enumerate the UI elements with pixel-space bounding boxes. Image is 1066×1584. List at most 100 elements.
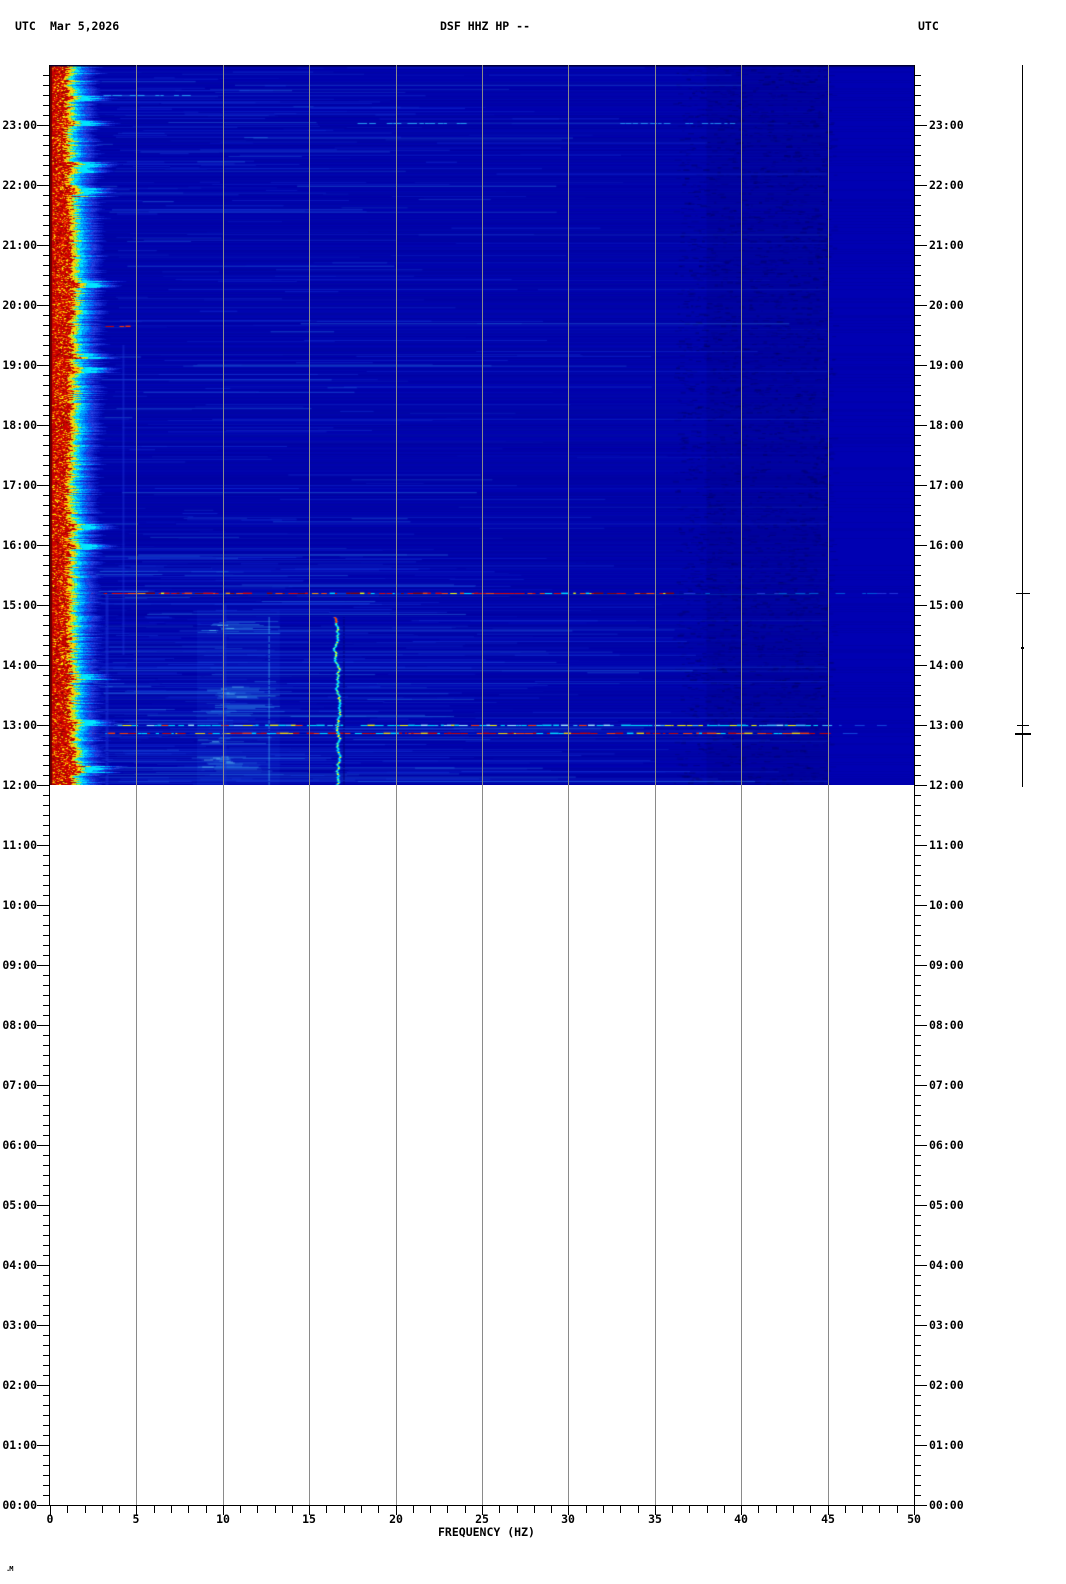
- y-axis-minor-tick-right: [914, 575, 921, 576]
- y-axis-minor-tick-right: [914, 85, 921, 86]
- y-axis-minor-tick-left: [43, 135, 50, 136]
- y-axis-minor-tick-right: [914, 215, 921, 216]
- y-axis-hour-label-right: 22:00: [929, 178, 964, 192]
- y-axis-minor-tick-left: [43, 115, 50, 116]
- y-axis-major-tick-right: [914, 425, 927, 426]
- y-axis-minor-tick-right: [914, 455, 921, 456]
- y-axis-minor-tick-left: [43, 775, 50, 776]
- y-axis-minor-tick-right: [914, 615, 921, 616]
- y-axis-major-tick-right: [914, 1145, 927, 1146]
- gridline-10hz: [223, 65, 224, 1505]
- y-axis-minor-tick-left: [43, 1405, 50, 1406]
- y-axis-major-tick-left: [37, 305, 50, 306]
- x-axis-tick-label: 10: [216, 1512, 230, 1526]
- y-axis-minor-tick-right: [914, 475, 921, 476]
- y-axis-hour-label-left: 14:00: [2, 658, 37, 672]
- y-axis-minor-tick-right: [914, 1215, 921, 1216]
- x-axis-minor-tick: [758, 1506, 759, 1513]
- x-axis-minor-tick: [897, 1506, 898, 1513]
- y-axis-major-tick-right: [914, 1205, 927, 1206]
- y-axis-minor-tick-left: [43, 475, 50, 476]
- y-axis-major-tick-left: [37, 1085, 50, 1086]
- y-axis-minor-tick-right: [914, 995, 921, 996]
- y-axis-hour-label-right: 10:00: [929, 898, 964, 912]
- y-axis-hour-label-left: 22:00: [2, 178, 37, 192]
- y-axis-major-tick-right: [914, 605, 927, 606]
- y-axis-major-tick-right: [914, 1025, 927, 1026]
- y-axis-minor-tick-right: [914, 975, 921, 976]
- y-axis-minor-tick-left: [43, 385, 50, 386]
- y-axis-minor-tick-left: [43, 1035, 50, 1036]
- y-axis-minor-tick-left: [43, 825, 50, 826]
- y-axis-hour-label-right: 06:00: [929, 1138, 964, 1152]
- x-axis-minor-tick: [499, 1506, 500, 1513]
- event-marker-tick: [1017, 725, 1029, 726]
- gridline-25hz: [482, 65, 483, 1505]
- y-axis-minor-tick-right: [914, 1235, 921, 1236]
- x-axis-minor-tick: [447, 1506, 448, 1513]
- y-axis-minor-tick-right: [914, 1045, 921, 1046]
- y-axis-minor-tick-right: [914, 1295, 921, 1296]
- y-axis-minor-tick-left: [43, 335, 50, 336]
- y-axis-minor-tick-left: [43, 715, 50, 716]
- y-axis-hour-label-right: 01:00: [929, 1438, 964, 1452]
- y-axis-minor-tick-left: [43, 1175, 50, 1176]
- event-marker-tick: [1016, 593, 1030, 594]
- x-axis-major-tick: [568, 1506, 569, 1515]
- x-axis-major-tick: [136, 1506, 137, 1515]
- y-axis-minor-tick-right: [914, 255, 921, 256]
- y-axis-minor-tick-left: [43, 915, 50, 916]
- y-axis-hour-label-left: 13:00: [2, 718, 37, 732]
- y-axis-minor-tick-left: [43, 515, 50, 516]
- event-marker-dot: [1021, 647, 1024, 649]
- x-axis-minor-tick: [776, 1506, 777, 1513]
- y-axis-minor-tick-right: [914, 145, 921, 146]
- y-axis-minor-tick-right: [914, 105, 921, 106]
- y-axis-minor-tick-left: [43, 505, 50, 506]
- y-axis-major-tick-right: [914, 1085, 927, 1086]
- y-axis-minor-tick-right: [914, 495, 921, 496]
- y-axis-minor-tick-right: [914, 875, 921, 876]
- y-axis-minor-tick-left: [43, 835, 50, 836]
- x-axis-minor-tick: [85, 1506, 86, 1513]
- y-axis-major-tick-left: [37, 905, 50, 906]
- x-axis-major-tick: [914, 1506, 915, 1515]
- y-axis-major-tick-right: [914, 965, 927, 966]
- y-axis-hour-label-right: 18:00: [929, 418, 964, 432]
- y-axis-minor-tick-right: [914, 865, 921, 866]
- y-axis-minor-tick-right: [914, 115, 921, 116]
- y-axis-minor-tick-right: [914, 1375, 921, 1376]
- y-axis-hour-label-left: 05:00: [2, 1198, 37, 1212]
- y-axis-major-tick-right: [914, 1385, 927, 1386]
- y-axis-minor-tick-right: [914, 755, 921, 756]
- x-axis-line: [49, 1505, 915, 1506]
- y-axis-minor-tick-left: [43, 1415, 50, 1416]
- x-axis-minor-tick: [257, 1506, 258, 1513]
- y-axis-minor-tick-left: [43, 1235, 50, 1236]
- x-axis-minor-tick: [154, 1506, 155, 1513]
- y-axis-minor-tick-left: [43, 155, 50, 156]
- x-axis-minor-tick: [206, 1506, 207, 1513]
- y-axis-minor-tick-left: [43, 875, 50, 876]
- y-axis-minor-tick-left: [43, 635, 50, 636]
- x-axis-minor-tick: [586, 1506, 587, 1513]
- x-axis-major-tick: [655, 1506, 656, 1515]
- y-axis-minor-tick-right: [914, 1035, 921, 1036]
- y-axis-minor-tick-left: [43, 745, 50, 746]
- y-axis-minor-tick-right: [914, 1355, 921, 1356]
- x-axis-minor-tick: [672, 1506, 673, 1513]
- y-axis-minor-tick-left: [43, 375, 50, 376]
- y-axis-minor-tick-right: [914, 235, 921, 236]
- x-axis-minor-tick: [534, 1506, 535, 1513]
- y-axis-minor-tick-left: [43, 1355, 50, 1356]
- y-axis-minor-tick-left: [43, 1075, 50, 1076]
- y-axis-minor-tick-right: [914, 315, 921, 316]
- x-axis-tick-label: 45: [821, 1512, 835, 1526]
- y-axis-minor-tick-left: [43, 895, 50, 896]
- y-axis-minor-tick-left: [43, 865, 50, 866]
- x-axis-minor-tick: [413, 1506, 414, 1513]
- y-axis-minor-tick-left: [43, 1425, 50, 1426]
- y-axis-hour-label-left: 02:00: [2, 1378, 37, 1392]
- y-axis-major-tick-left: [37, 725, 50, 726]
- y-axis-hour-label-right: 00:00: [929, 1498, 964, 1512]
